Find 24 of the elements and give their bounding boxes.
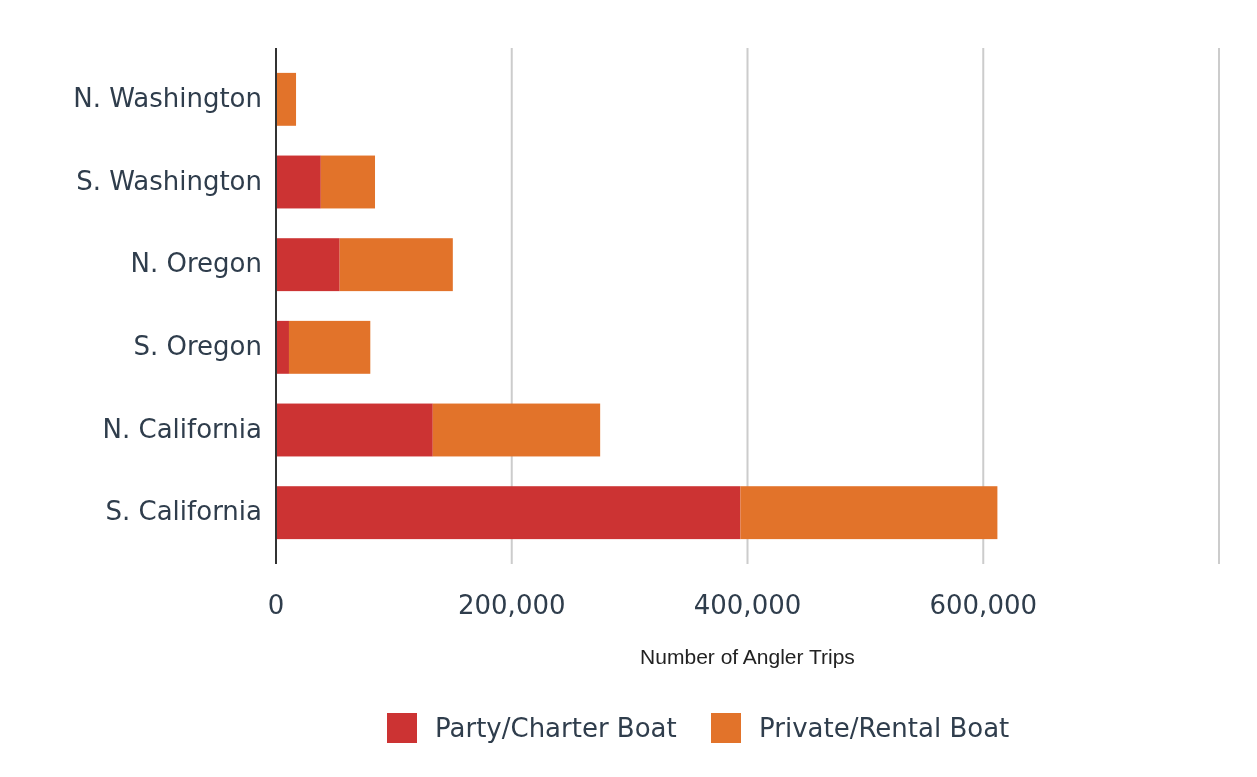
y-tick-label: S. California [105,496,262,527]
x-tick-label: 200,000 [457,590,566,620]
bar [320,155,376,209]
y-tick-label: N. Washington [73,82,262,113]
y-tick-label: S. Washington [76,165,262,196]
bar [432,403,601,457]
x-tick-label: 400,000 [693,590,802,620]
y-tick-label: N. Oregon [130,248,262,279]
bar [740,486,998,540]
x-tick-label: 0 [267,590,285,620]
x-tick-label: 600,000 [929,590,1038,620]
bar [276,320,289,374]
y-tick-label: S. Oregon [133,330,262,361]
y-tick-label: N. California [102,413,262,444]
bar [276,238,340,292]
bar [288,320,371,374]
bar [276,72,297,126]
x-axis-title: Number of Angler Trips [640,645,855,668]
bar [276,486,741,540]
bar [339,238,453,292]
bar [276,155,321,209]
bar [276,403,433,457]
legend-label: Party/Charter Boat [435,712,677,743]
legend-label: Private/Rental Boat [759,712,1010,743]
